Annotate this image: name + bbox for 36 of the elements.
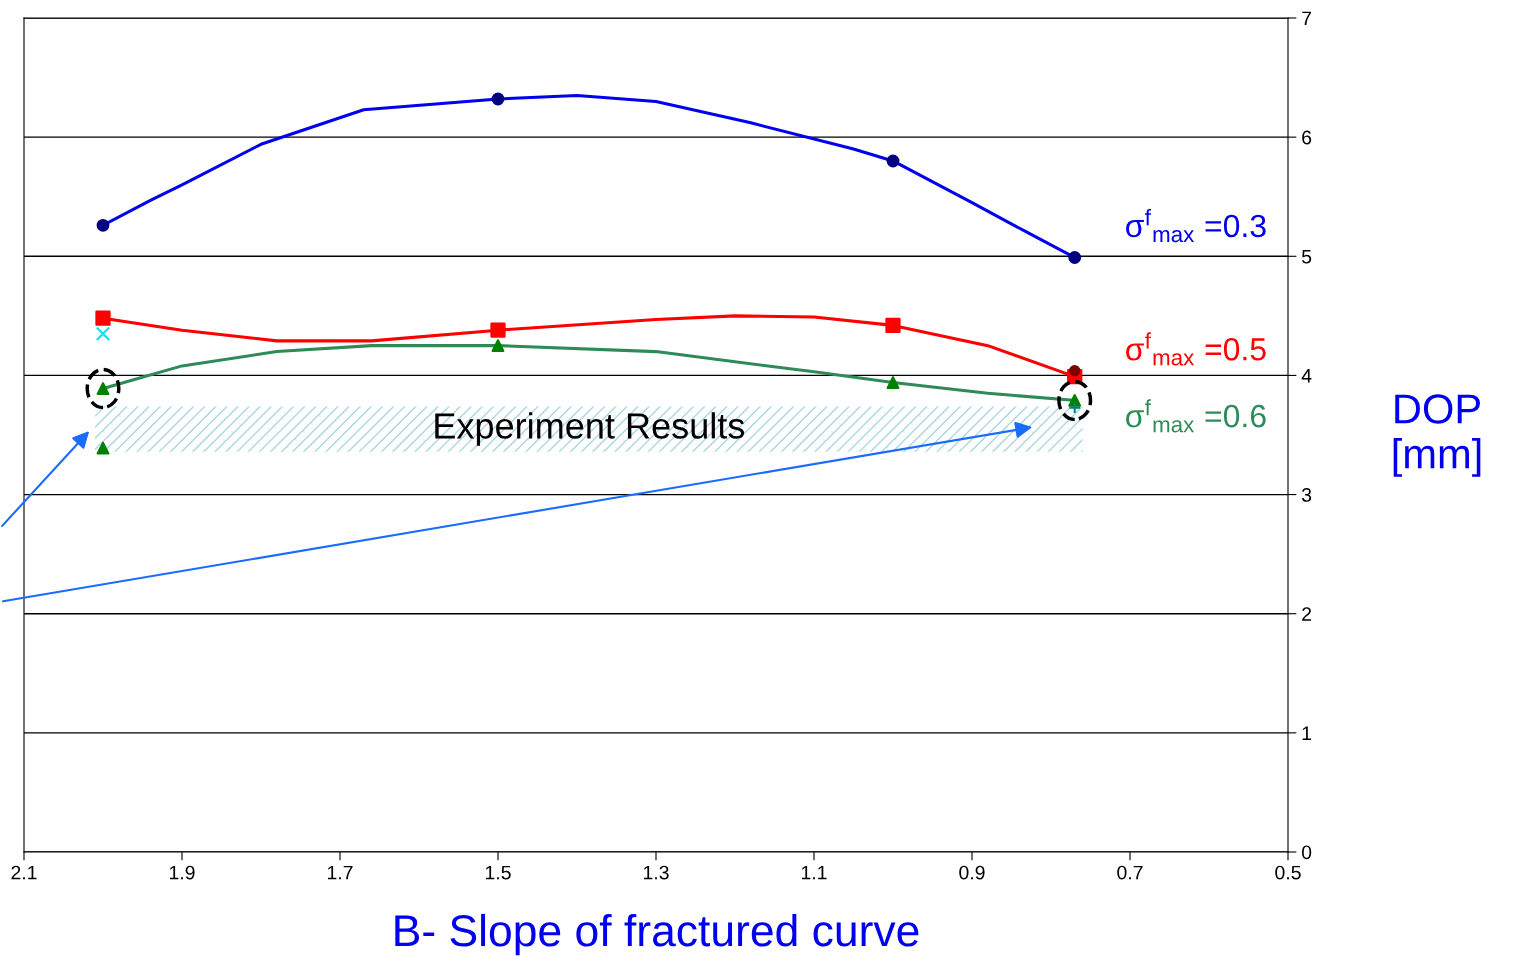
series-label: σ$^{f}$$_{max}$ =0.5 xyxy=(1126,332,1266,366)
y-tick-label: 1 xyxy=(1302,726,1312,740)
series-label: σ$^{f}$$_{max}$ =0.6 xyxy=(1126,399,1266,433)
y-axis-title: DOP [mm] xyxy=(1393,394,1481,477)
x-tick-label: 1.1 xyxy=(801,865,827,880)
x-tick-label: 0.5 xyxy=(1275,865,1301,880)
y-tick-label: 7 xyxy=(1302,11,1312,26)
y-tick-label: 6 xyxy=(1302,130,1312,145)
point xyxy=(491,92,505,106)
point xyxy=(491,339,505,353)
x-tick-label: 0.7 xyxy=(1117,865,1143,880)
x-tick-label: 1.3 xyxy=(643,865,669,880)
point xyxy=(885,317,901,334)
x-tick-label: 2.1 xyxy=(11,865,37,880)
x-tick-label: 1.7 xyxy=(327,865,353,880)
y-tick-label: 3 xyxy=(1301,488,1312,502)
point xyxy=(1068,401,1082,415)
x-tick-label: 1.9 xyxy=(169,865,195,880)
band-label: Experiment Results xyxy=(435,412,745,446)
point xyxy=(96,218,110,232)
point xyxy=(96,441,110,455)
point xyxy=(95,326,111,341)
y-tick-label: 2 xyxy=(1302,607,1312,621)
series-label: σ$^{f}$$_{max}$ =0.3 xyxy=(1126,208,1266,243)
point xyxy=(95,310,111,326)
x-tick-label: 1.5 xyxy=(485,865,511,880)
x-tick-label: 0.9 xyxy=(959,865,985,880)
x-axis-title: B- Slope of fractured curve xyxy=(395,913,919,956)
point xyxy=(886,376,900,389)
y-tick-label: 0 xyxy=(1301,845,1312,860)
point xyxy=(886,154,900,168)
y-tick-label: 5 xyxy=(1301,249,1312,264)
y-tick-label: 4 xyxy=(1301,369,1312,383)
point xyxy=(1069,364,1081,377)
point xyxy=(1068,251,1082,264)
point xyxy=(490,322,506,338)
